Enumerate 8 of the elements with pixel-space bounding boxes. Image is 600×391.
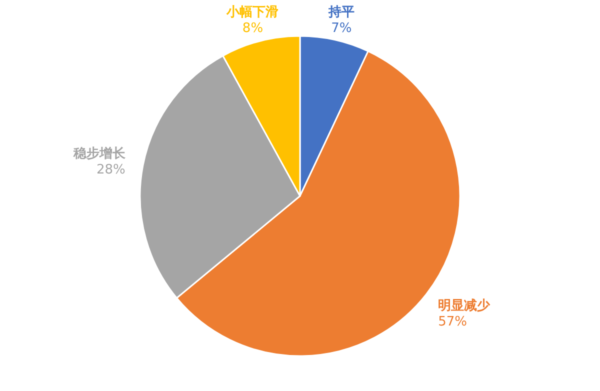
data-label: 8% — [242, 21, 264, 36]
slice-label: 明显减少 — [438, 298, 492, 314]
data-label: 7% — [331, 21, 352, 36]
data-label: 57% — [438, 314, 468, 330]
slice-label: 稳步增长 — [72, 146, 126, 162]
slice-label: 持平 — [327, 5, 354, 20]
slice-label: 小幅下滑 — [226, 5, 279, 20]
data-label: 28% — [96, 162, 126, 178]
